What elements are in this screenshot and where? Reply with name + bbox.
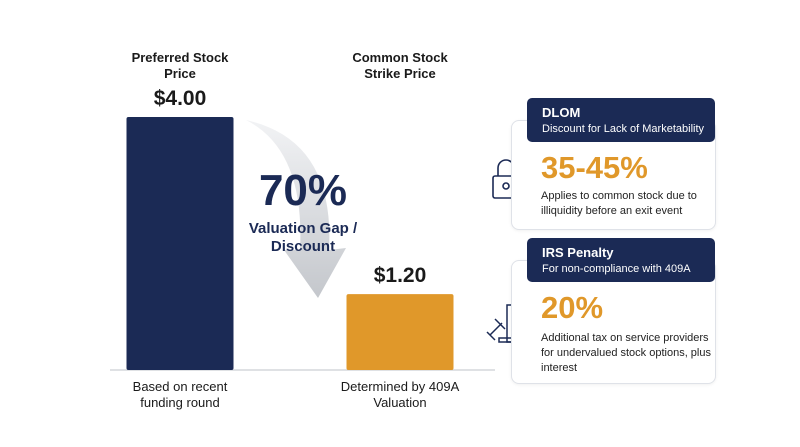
- card-subtitle: For non-compliance with 409A: [542, 263, 691, 275]
- card-header: DLOM Discount for Lack of Marketability: [527, 98, 715, 142]
- gap-label: Valuation Gap / Discount: [248, 220, 358, 255]
- bar-note: Determined by 409A Valuation: [340, 379, 460, 410]
- card-text: Applies to common stock due to illiquidi…: [541, 190, 697, 217]
- category-label: Common Stock Strike Price: [352, 50, 448, 81]
- gap-value: 70%: [258, 166, 348, 215]
- category-label: Preferred Stock Price: [131, 50, 229, 81]
- card-header: IRS Penalty For non-compliance with 409A: [527, 238, 715, 282]
- bar: [346, 294, 454, 370]
- card-figure: 20%: [541, 290, 604, 325]
- value-label: $1.20: [373, 264, 427, 288]
- bar-note: Based on recent funding round: [132, 379, 228, 410]
- card-title: DLOM: [542, 105, 581, 120]
- card-figure: 35-45%: [541, 150, 648, 185]
- card-subtitle: Discount for Lack of Marketability: [542, 123, 705, 135]
- value-label: $4.00: [153, 87, 207, 110]
- card-title: IRS Penalty: [542, 245, 614, 260]
- card-text: Additional tax on service providers for …: [541, 332, 711, 374]
- gap-arrow: [246, 120, 346, 298]
- bar: [126, 117, 234, 370]
